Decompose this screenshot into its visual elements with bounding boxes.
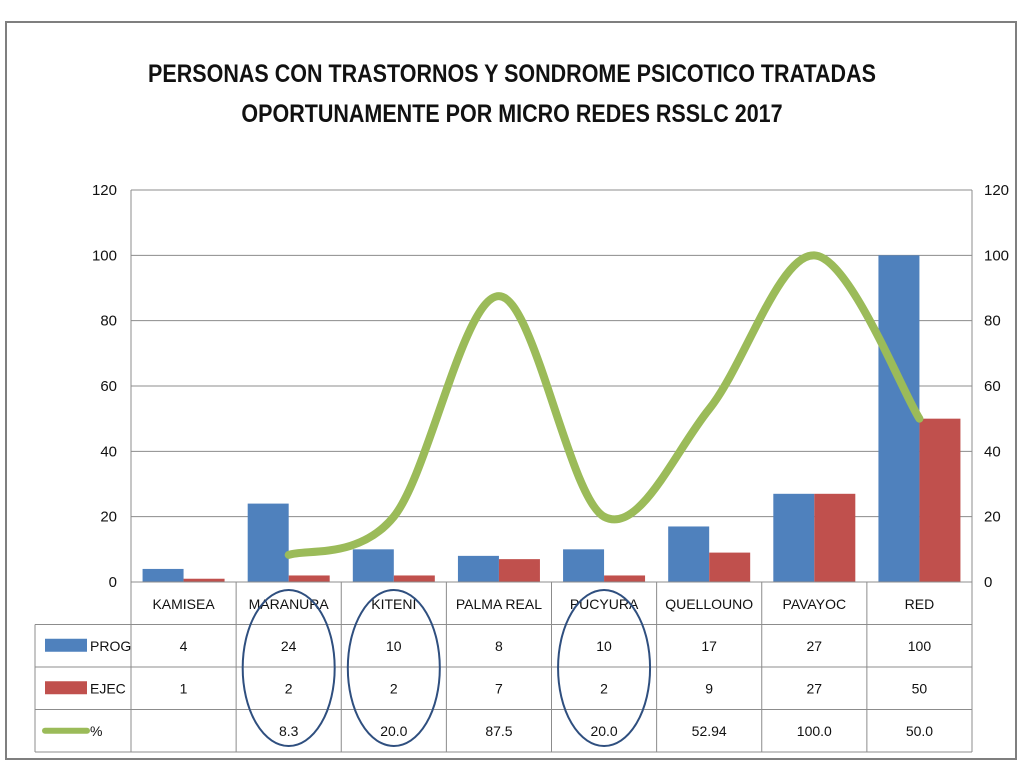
- legend-label: PROG: [90, 638, 131, 654]
- y2-tick-label: 40: [984, 443, 1001, 460]
- bar-ejec: [183, 578, 225, 582]
- data-label-ejec: 1: [180, 680, 188, 696]
- y-tick-label: 120: [92, 182, 117, 199]
- bar-ejec: [709, 552, 751, 582]
- y-tick-label: 20: [100, 509, 117, 526]
- highlight-circle: [346, 589, 441, 747]
- data-label-prog: 4: [180, 638, 188, 654]
- legend-key-ejec: [45, 681, 87, 695]
- data-label-ejec: 2: [600, 680, 608, 696]
- data-label-percent: 100.0: [797, 723, 832, 739]
- x-tick-label: PAVAYOC: [783, 596, 847, 612]
- data-label-ejec: 27: [807, 680, 823, 696]
- bar-ejec: [814, 493, 856, 582]
- data-label-prog: 24: [281, 638, 297, 654]
- bar-ejec: [498, 559, 540, 582]
- y-tick-label: 40: [100, 443, 117, 460]
- y-tick-label: 80: [100, 313, 117, 330]
- data-label-prog: 8: [495, 638, 503, 654]
- highlight-circle: [557, 589, 652, 747]
- highlight-circle: [241, 589, 336, 747]
- x-tick-label: MARANURA: [249, 596, 330, 612]
- chart-frame: [5, 21, 1017, 760]
- x-tick-label: PALMA REAL: [456, 596, 542, 612]
- y-tick-label: 60: [100, 378, 117, 395]
- data-label-percent: 50.0: [906, 723, 933, 739]
- legend-label: %: [90, 723, 102, 739]
- legend-key-prog: [45, 638, 87, 652]
- data-label-ejec: 2: [390, 680, 398, 696]
- y-tick-label: 100: [92, 247, 117, 264]
- chart-title-line-1: PERSONAS CON TRASTORNOS Y SONDROME PSICO…: [148, 60, 876, 88]
- data-label-ejec: 9: [705, 680, 713, 696]
- y-tick-label: 0: [109, 574, 117, 591]
- data-label-prog: 27: [807, 638, 823, 654]
- bar-ejec: [393, 575, 435, 582]
- bar-prog: [668, 526, 710, 582]
- x-tick-label: KITENI: [371, 596, 416, 612]
- chart-title-line-2: OPORTUNAMENTE POR MICRO REDES RSSLC 2017: [241, 100, 783, 128]
- bar-prog: [142, 568, 184, 582]
- data-label-percent: 8.3: [279, 723, 299, 739]
- data-label-percent: 20.0: [380, 723, 407, 739]
- data-label-ejec: 50: [912, 680, 928, 696]
- x-tick-label: PUCYURA: [570, 596, 639, 612]
- x-tick-label: RED: [905, 596, 935, 612]
- y2-tick-label: 80: [984, 313, 1001, 330]
- data-label-percent: 87.5: [485, 723, 512, 739]
- data-label-prog: 10: [596, 638, 612, 654]
- bar-prog: [773, 493, 815, 582]
- data-label-percent: 52.94: [692, 723, 727, 739]
- bar-ejec: [288, 575, 330, 582]
- data-label-ejec: 7: [495, 680, 503, 696]
- data-label-percent: 20.0: [590, 723, 617, 739]
- bar-ejec: [919, 418, 961, 582]
- y2-tick-label: 120: [984, 182, 1009, 199]
- y2-tick-label: 0: [984, 574, 992, 591]
- bar-ejec: [604, 575, 646, 582]
- legend-label: EJEC: [90, 680, 126, 696]
- bar-prog: [352, 549, 394, 582]
- bar-prog: [563, 549, 605, 582]
- data-label-prog: 10: [386, 638, 402, 654]
- y2-tick-label: 100: [984, 247, 1009, 264]
- data-label-ejec: 2: [285, 680, 293, 696]
- x-tick-label: QUELLOUNO: [665, 596, 753, 612]
- bar-prog: [457, 555, 499, 582]
- chart-title: PERSONAS CON TRASTORNOS Y SONDROME PSICO…: [72, 54, 953, 134]
- data-label-prog: 100: [908, 638, 932, 654]
- x-tick-label: KAMISEA: [152, 596, 215, 612]
- y2-tick-label: 20: [984, 509, 1001, 526]
- bar-prog: [247, 503, 289, 582]
- bar-prog: [878, 255, 920, 583]
- y2-tick-label: 60: [984, 378, 1001, 395]
- data-label-prog: 17: [701, 638, 717, 654]
- line-percent: [284, 251, 924, 559]
